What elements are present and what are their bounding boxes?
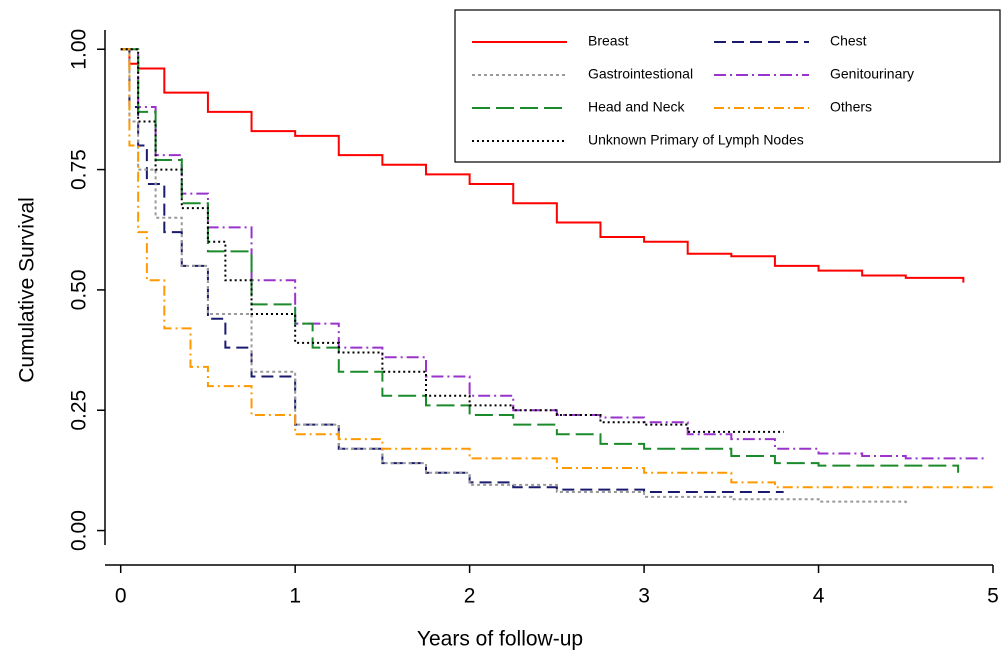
x-tick-label: 5 bbox=[987, 585, 999, 608]
survival-line bbox=[120, 48, 994, 490]
legend-label: Unknown Primary of Lymph Nodes bbox=[588, 132, 804, 148]
x-tick-label: 3 bbox=[638, 585, 650, 608]
legend-label: Others bbox=[830, 99, 872, 115]
y-tick-label: 0.25 bbox=[68, 390, 91, 431]
legend-label: Head and Neck bbox=[588, 99, 686, 115]
survival-line bbox=[120, 48, 960, 473]
x-tick-label: 0 bbox=[115, 585, 127, 608]
survival-line bbox=[120, 48, 965, 283]
y-tick-label: 0.50 bbox=[68, 269, 91, 310]
y-tick-label: 0.75 bbox=[68, 149, 91, 190]
legend-label: Gastrointestional bbox=[588, 66, 693, 82]
legend-box bbox=[454, 9, 1001, 163]
x-axis-label: Years of follow-up bbox=[417, 628, 583, 651]
survival-line bbox=[120, 48, 784, 433]
y-tick-label: 0.00 bbox=[68, 510, 91, 551]
legend-label: Chest bbox=[830, 33, 867, 49]
y-tick-label: 1.00 bbox=[68, 29, 91, 70]
x-tick-label: 2 bbox=[464, 585, 476, 608]
x-tick-label: 1 bbox=[289, 585, 301, 608]
y-axis-label: Cumulative Survival bbox=[16, 197, 39, 383]
legend-label: Breast bbox=[588, 33, 629, 49]
survival-line bbox=[120, 48, 986, 461]
legend-label: Genitourinary bbox=[830, 66, 914, 82]
x-tick-label: 4 bbox=[813, 585, 825, 608]
